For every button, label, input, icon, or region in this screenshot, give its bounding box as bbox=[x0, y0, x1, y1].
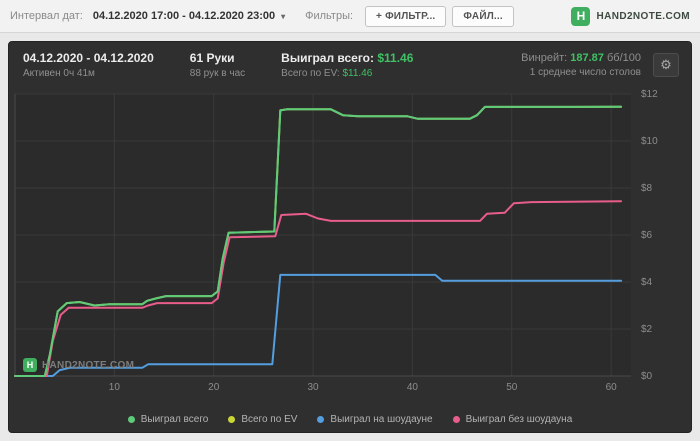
y-axis-label: $10 bbox=[641, 136, 658, 147]
interval-label: Интервал дат: bbox=[10, 10, 83, 22]
x-axis-label: 50 bbox=[506, 382, 518, 393]
date-range-select[interactable]: 04.12.2020 17:00 - 04.12.2020 23:00 ▾ bbox=[89, 7, 289, 25]
y-axis-label: $0 bbox=[641, 371, 653, 382]
add-filter-button[interactable]: + ФИЛЬТР... bbox=[365, 5, 447, 27]
legend-dot-icon bbox=[452, 415, 460, 423]
brand-text: HAND2NOTE.COM bbox=[596, 10, 690, 22]
won-total-label: Выиграл всего: bbox=[281, 51, 374, 65]
series-line-2 bbox=[14, 273, 623, 377]
session-date-range: 04.12.2020 - 04.12.2020 bbox=[23, 51, 154, 65]
legend-label: Выиграл всего bbox=[140, 413, 209, 425]
legend-dot-icon bbox=[317, 415, 325, 423]
y-axis-label: $4 bbox=[641, 277, 653, 288]
legend-label: Выиграл на шоудауне bbox=[330, 413, 433, 425]
winnings-block: Выиграл всего: $11.46 Всего по EV: $11.4… bbox=[281, 49, 413, 81]
legend-label: Выиграл без шоудауна bbox=[465, 413, 573, 425]
ev-total-label: Всего по EV: bbox=[281, 68, 340, 79]
ev-total-value: $11.46 bbox=[342, 68, 373, 79]
profit-graph[interactable]: $0 $2 $4 $6 $8 $10 $12 10 20 30 40 50 60 bbox=[9, 86, 691, 404]
chart-area: $0 $2 $4 $6 $8 $10 $12 10 20 30 40 50 60 H HAND2NOTE… bbox=[9, 86, 691, 406]
x-axis-label: 40 bbox=[407, 382, 419, 393]
legend-item[interactable]: Выиграл всего bbox=[127, 413, 209, 425]
y-axis-label: $12 bbox=[641, 89, 658, 100]
y-axis-label: $8 bbox=[641, 183, 653, 194]
filters-label: Фильтры: bbox=[305, 10, 354, 22]
hands-count: 61 Руки bbox=[189, 51, 235, 65]
winrate-value: 187.87 bbox=[570, 51, 604, 64]
gear-icon: ⚙ bbox=[660, 57, 672, 72]
legend-item[interactable]: Всего по EV bbox=[228, 414, 297, 425]
brand: H HAND2NOTE.COM bbox=[571, 6, 690, 26]
settings-gear-button[interactable]: ⚙ bbox=[653, 53, 679, 77]
legend-item[interactable]: Выиграл на шоудауне bbox=[317, 413, 433, 425]
x-axis-label: 20 bbox=[208, 382, 220, 393]
series-line-0 bbox=[14, 105, 623, 377]
x-axis-label: 30 bbox=[308, 382, 320, 393]
hands-block: 61 Руки 88 рук в час bbox=[190, 49, 245, 81]
chart-legend: Выиграл всего Всего по EV Выиграл на шоуда… bbox=[9, 406, 691, 432]
winrate-unit: бб/100 bbox=[606, 51, 641, 64]
legend-dot-icon bbox=[228, 415, 236, 423]
session-active-time: Активен 0ч 41м bbox=[23, 68, 95, 79]
winrate-label: Винрейт: bbox=[521, 51, 568, 64]
winrate-block: Винрейт: 187.87 бб/100 1 среднее число с… bbox=[521, 50, 641, 81]
watermark-logo-icon: H bbox=[23, 358, 37, 372]
caret-down-icon: ▾ bbox=[281, 11, 286, 21]
panel-header: 04.12.2020 - 04.12.2020 Активен 0ч 41м 6… bbox=[9, 42, 691, 86]
legend-label: Всего по EV bbox=[241, 413, 298, 425]
legend-item[interactable]: Выиграл без шоудауна bbox=[452, 413, 573, 425]
x-axis-label: 10 bbox=[109, 382, 121, 393]
watermark: H HAND2NOTE.COM bbox=[23, 358, 134, 372]
watermark-text: HAND2NOTE.COM bbox=[42, 359, 135, 371]
legend-dot-icon bbox=[127, 415, 135, 423]
hand2note-logo-icon: H bbox=[571, 6, 591, 26]
file-button[interactable]: ФАЙЛ... bbox=[452, 5, 514, 27]
topbar: Интервал дат: 04.12.2020 17:00 - 04.12.2… bbox=[0, 0, 700, 33]
date-range-value: 04.12.2020 17:00 - 04.12.2020 23:00 bbox=[92, 10, 276, 22]
x-axis-label: 60 bbox=[606, 382, 618, 393]
y-axis-label: $2 bbox=[641, 324, 653, 335]
avg-tables: 1 среднее число столов bbox=[529, 67, 641, 79]
session-report-panel: 04.12.2020 - 04.12.2020 Активен 0ч 41м 6… bbox=[8, 41, 692, 433]
session-dates-block: 04.12.2020 - 04.12.2020 Активен 0ч 41м bbox=[23, 49, 154, 81]
hands-per-hour: 88 рук в час bbox=[189, 68, 246, 79]
won-total-value: $11.46 bbox=[377, 51, 414, 65]
series-line-3 bbox=[14, 200, 623, 377]
y-axis-label: $6 bbox=[641, 230, 653, 241]
